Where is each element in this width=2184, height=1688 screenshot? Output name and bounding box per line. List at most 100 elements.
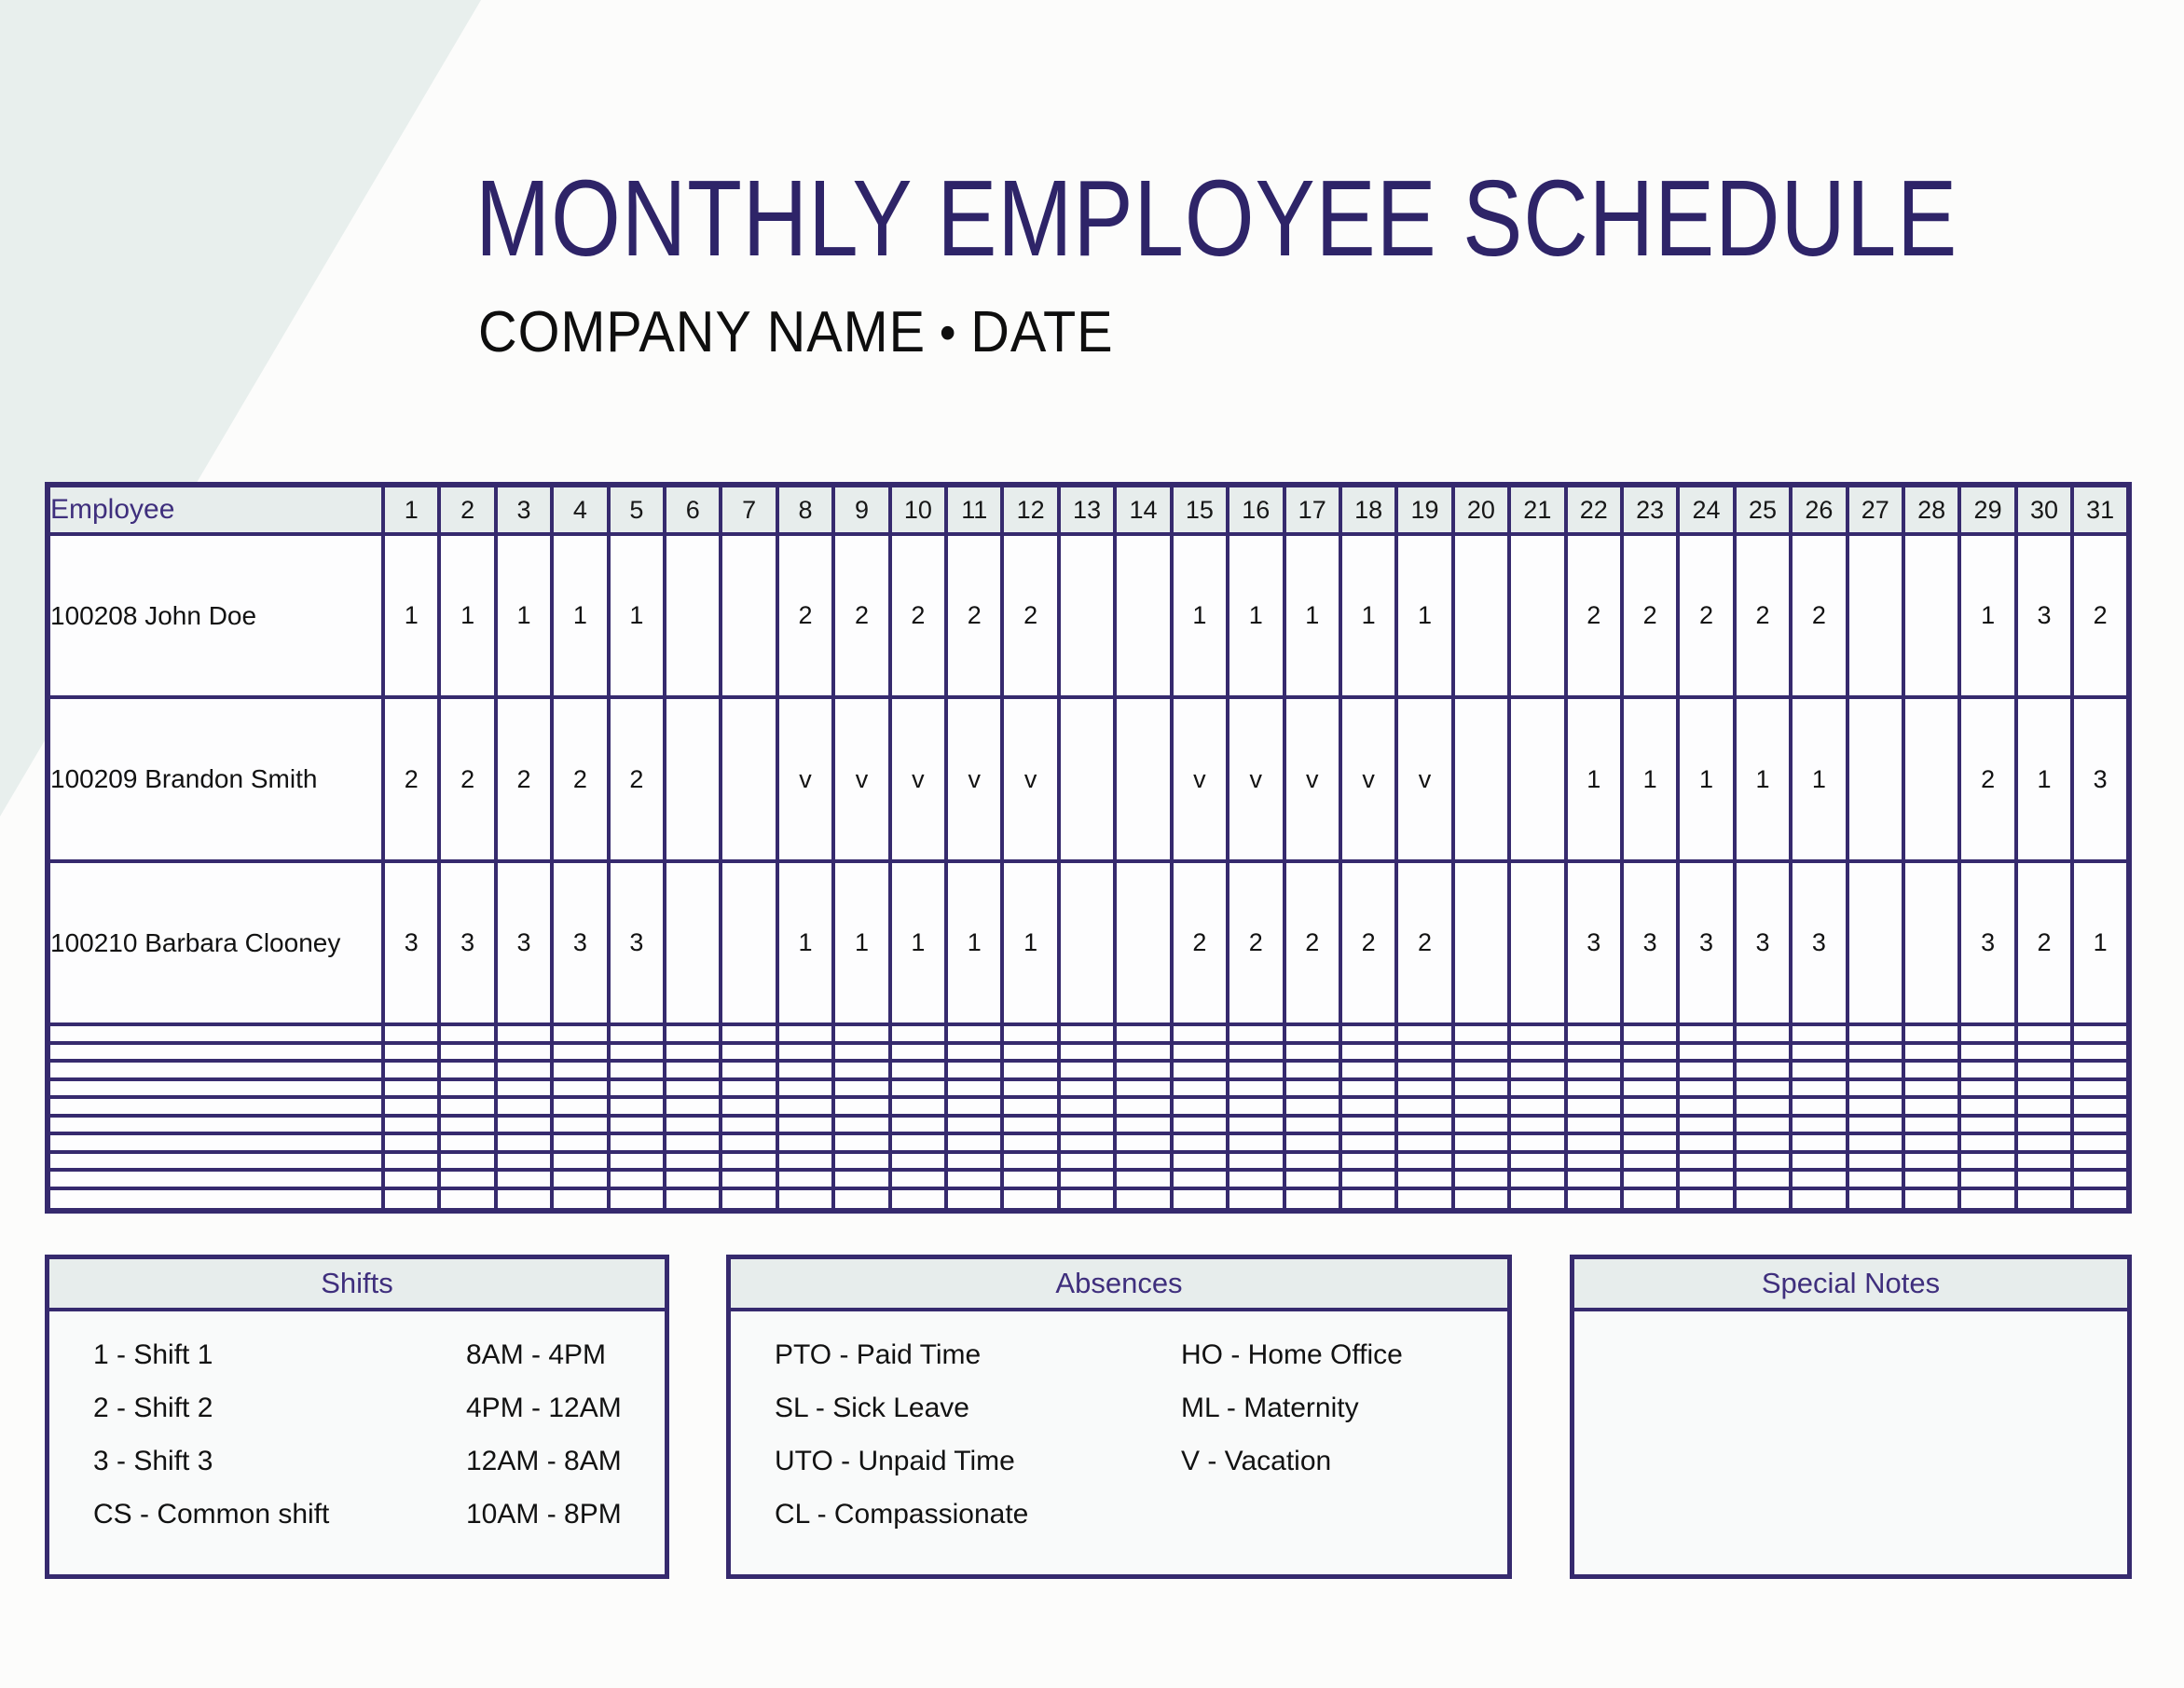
- employee-schedule-row: 100210 Barbara Clooney 3 3 3 3 3 1 1 1 1 1 2 2 2 2 2 3 3 3…: [46, 858, 2131, 1027]
- schedule-day-cell: v: [887, 695, 949, 863]
- schedule-day-cell: 2: [380, 695, 442, 863]
- schedule-day-cell: [606, 1022, 667, 1045]
- employee-name-cell: [46, 1077, 385, 1100]
- schedule-day-cell: [719, 1095, 779, 1118]
- schedule-day-cell: [1789, 1040, 1849, 1064]
- schedule-day-cell: [1732, 1113, 1793, 1136]
- schedule-day-cell: [2070, 1059, 2131, 1081]
- schedule-day-cell: [944, 1149, 1005, 1173]
- schedule-day-cell: 1: [2013, 695, 2075, 863]
- schedule-day-cell: 1: [1789, 695, 1849, 863]
- schedule-day-cell: [1619, 1132, 1681, 1154]
- day-column-header: 4: [550, 483, 611, 536]
- schedule-day-cell: [1113, 1022, 1174, 1045]
- schedule-day-cell: [1563, 1113, 1624, 1136]
- schedule-day-cell: [1282, 1186, 1342, 1214]
- schedule-day-cell: [1789, 1059, 1849, 1081]
- schedule-day-cell: [1000, 1113, 1061, 1136]
- schedule-day-cell: [1676, 1040, 1737, 1064]
- schedule-day-cell: 2: [1789, 531, 1849, 700]
- schedule-day-cell: [1619, 1186, 1681, 1214]
- schedule-day-cell: [1845, 1149, 1905, 1173]
- day-column-header: 2: [437, 483, 498, 536]
- day-column-header: 28: [1901, 483, 1962, 536]
- schedule-day-cell: 2: [1676, 531, 1737, 700]
- schedule-day-cell: [831, 1040, 892, 1064]
- schedule-day-cell: [606, 1059, 667, 1081]
- schedule-day-cell: [380, 1040, 442, 1064]
- schedule-day-cell: [606, 1186, 667, 1214]
- schedule-day-cell: [1450, 1022, 1512, 1045]
- schedule-day-cell: [663, 1095, 723, 1118]
- schedule-day-cell: [1563, 1095, 1624, 1118]
- schedule-day-cell: [1226, 1168, 1286, 1190]
- schedule-day-cell: 1: [2070, 858, 2131, 1027]
- schedule-day-cell: [1507, 858, 1568, 1027]
- schedule-day-cell: [1113, 1149, 1174, 1173]
- schedule-day-cell: [775, 1059, 836, 1081]
- schedule-day-cell: 1: [1338, 531, 1399, 700]
- schedule-day-cell: [1113, 531, 1174, 700]
- schedule-day-cell: [550, 1095, 611, 1118]
- schedule-day-cell: [944, 1077, 1005, 1100]
- schedule-day-cell: [493, 1040, 555, 1064]
- day-column-header: 6: [663, 483, 723, 536]
- schedule-day-cell: [1056, 1149, 1118, 1173]
- shift-time-label: 10AM - 8PM: [466, 1499, 622, 1530]
- schedule-day-cell: [380, 1186, 442, 1214]
- day-column-header: 1: [380, 483, 442, 536]
- schedule-day-cell: 3: [380, 858, 442, 1027]
- schedule-day-cell: [1169, 1059, 1230, 1081]
- day-column-header: 14: [1113, 483, 1174, 536]
- schedule-day-cell: [719, 1059, 779, 1081]
- schedule-day-cell: [831, 1186, 892, 1214]
- schedule-day-cell: 1: [606, 531, 667, 700]
- schedule-day-cell: 2: [606, 695, 667, 863]
- employee-name-cell: [46, 1059, 385, 1081]
- shift-time-label: 8AM - 4PM: [466, 1339, 607, 1370]
- schedule-header-row: Employee 1 2 3 4 5 6 7 8 9 10 11 12 13 14 15 16 17 18 19 20…: [46, 483, 2131, 536]
- schedule-day-cell: [380, 1077, 442, 1100]
- schedule-day-cell: [944, 1132, 1005, 1154]
- schedule-day-cell: [831, 1149, 892, 1173]
- empty-schedule-row: [46, 1149, 2131, 1173]
- schedule-day-cell: [1450, 858, 1512, 1027]
- schedule-day-cell: [887, 1113, 949, 1136]
- schedule-day-cell: [1226, 1095, 1286, 1118]
- schedule-day-cell: [1113, 1168, 1174, 1190]
- schedule-day-cell: v: [1338, 695, 1399, 863]
- schedule-day-cell: 3: [1732, 858, 1793, 1027]
- schedule-day-cell: [1901, 1132, 1962, 1154]
- schedule-day-cell: [1845, 1040, 1905, 1064]
- absences-legend-column: PTO - Paid Time SL - Sick Leave UTO - Unpa…: [775, 1339, 1181, 1552]
- schedule-day-cell: [550, 1113, 611, 1136]
- schedule-day-cell: [831, 1077, 892, 1100]
- schedule-day-cell: [1056, 1186, 1118, 1214]
- absences-panel-title: Absences: [731, 1259, 1507, 1311]
- schedule-day-cell: [1957, 1040, 2018, 1064]
- day-column-header: 30: [2013, 483, 2075, 536]
- schedule-day-cell: [1957, 1077, 2018, 1100]
- schedule-day-cell: [1676, 1186, 1737, 1214]
- schedule-day-cell: [1732, 1168, 1793, 1190]
- schedule-day-cell: [493, 1095, 555, 1118]
- schedule-day-cell: [606, 1040, 667, 1064]
- monthly-schedule-table: Employee 1 2 3 4 5 6 7 8 9 10 11 12 13 14 15 16 17 18 19 20…: [45, 482, 2132, 1214]
- schedule-day-cell: [663, 695, 723, 863]
- schedule-day-cell: [1450, 1095, 1512, 1118]
- employee-name-cell: [46, 1168, 385, 1190]
- schedule-day-cell: [1732, 1132, 1793, 1154]
- schedule-day-cell: [1845, 858, 1905, 1027]
- schedule-day-cell: [944, 1022, 1005, 1045]
- schedule-day-cell: [550, 1077, 611, 1100]
- schedule-day-cell: [1957, 1149, 2018, 1173]
- schedule-day-cell: [1563, 1077, 1624, 1100]
- schedule-day-cell: [380, 1113, 442, 1136]
- schedule-day-cell: [1845, 531, 1905, 700]
- schedule-day-cell: [1113, 695, 1174, 863]
- schedule-day-cell: [1056, 531, 1118, 700]
- schedule-day-cell: [1226, 1077, 1286, 1100]
- schedule-day-cell: [1619, 1113, 1681, 1136]
- schedule-day-cell: [550, 1186, 611, 1214]
- schedule-day-cell: [1957, 1113, 2018, 1136]
